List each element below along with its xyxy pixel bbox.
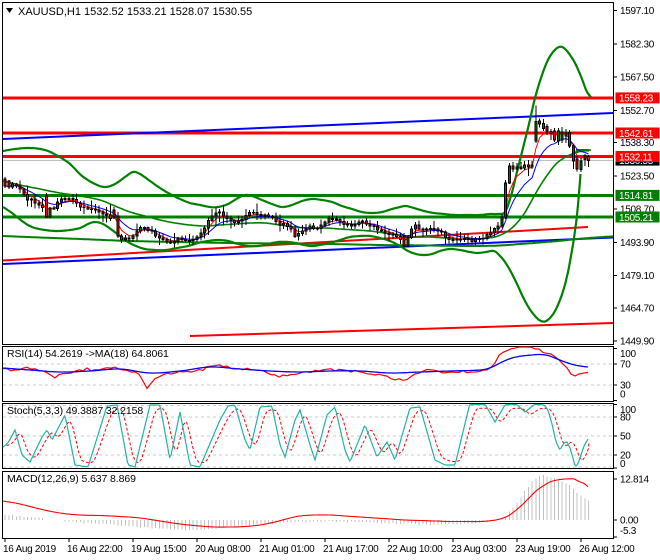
svg-text:1449.90: 1449.90 (620, 337, 655, 348)
svg-text:1542.61: 1542.61 (619, 129, 654, 140)
svg-text:1508.70: 1508.70 (620, 205, 655, 216)
svg-text:RSI(14) 54.2619 ->MA(18) 64.8: RSI(14) 54.2619 ->MA(18) 64.8061 (7, 348, 169, 360)
svg-text:100: 100 (620, 405, 637, 416)
svg-text:1538.30: 1538.30 (620, 138, 655, 149)
svg-text:12.814: 12.814 (620, 474, 650, 485)
svg-text:1514.81: 1514.81 (619, 191, 654, 202)
svg-text:16 Aug 2019: 16 Aug 2019 (3, 544, 57, 555)
svg-text:1493.90: 1493.90 (620, 238, 655, 249)
svg-text:70: 70 (620, 360, 631, 371)
svg-text:20: 20 (620, 451, 631, 462)
svg-text:0: 0 (620, 459, 626, 470)
svg-text:-5.3: -5.3 (620, 526, 637, 537)
svg-text:20 Aug 08:00: 20 Aug 08:00 (195, 544, 251, 555)
svg-text:19 Aug 15:00: 19 Aug 15:00 (131, 544, 187, 555)
svg-text:MACD(12,26,9) 5.637 8.869: MACD(12,26,9) 5.637 8.869 (7, 473, 136, 485)
svg-text:1523.50: 1523.50 (620, 171, 655, 182)
svg-text:26 Aug 12:00: 26 Aug 12:00 (579, 544, 635, 555)
svg-text:22 Aug 10:00: 22 Aug 10:00 (387, 544, 443, 555)
svg-text:1532.11: 1532.11 (619, 152, 653, 163)
svg-text:0: 0 (620, 389, 626, 400)
svg-text:0.00: 0.00 (620, 516, 639, 527)
svg-text:1597.10: 1597.10 (620, 6, 655, 17)
svg-text:1558.23: 1558.23 (619, 94, 654, 105)
svg-text:23 Aug 03:00: 23 Aug 03:00 (451, 544, 507, 555)
svg-text:21 Aug 17:00: 21 Aug 17:00 (323, 544, 379, 555)
svg-text:30: 30 (620, 380, 631, 391)
svg-text:100: 100 (620, 349, 637, 360)
svg-text:1479.10: 1479.10 (620, 271, 655, 282)
svg-text:16 Aug 22:00: 16 Aug 22:00 (67, 544, 123, 555)
svg-text:XAUUSD,H1 1532.52 1533.21 152: XAUUSD,H1 1532.52 1533.21 1528.07 1530.5… (18, 6, 252, 18)
svg-text:1552.70: 1552.70 (620, 106, 655, 117)
svg-text:50: 50 (620, 432, 631, 443)
svg-text:1582.30: 1582.30 (620, 39, 655, 50)
svg-text:1567.50: 1567.50 (620, 73, 655, 84)
svg-text:21 Aug 01:00: 21 Aug 01:00 (259, 544, 315, 555)
svg-text:1464.70: 1464.70 (620, 303, 655, 314)
svg-text:Stoch(5,3,3) 49.3887 32.2158: Stoch(5,3,3) 49.3887 32.2158 (7, 405, 143, 417)
svg-text:23 Aug 19:00: 23 Aug 19:00 (515, 544, 571, 555)
svg-text:80: 80 (620, 413, 631, 424)
svg-text:1505.21: 1505.21 (619, 213, 654, 224)
